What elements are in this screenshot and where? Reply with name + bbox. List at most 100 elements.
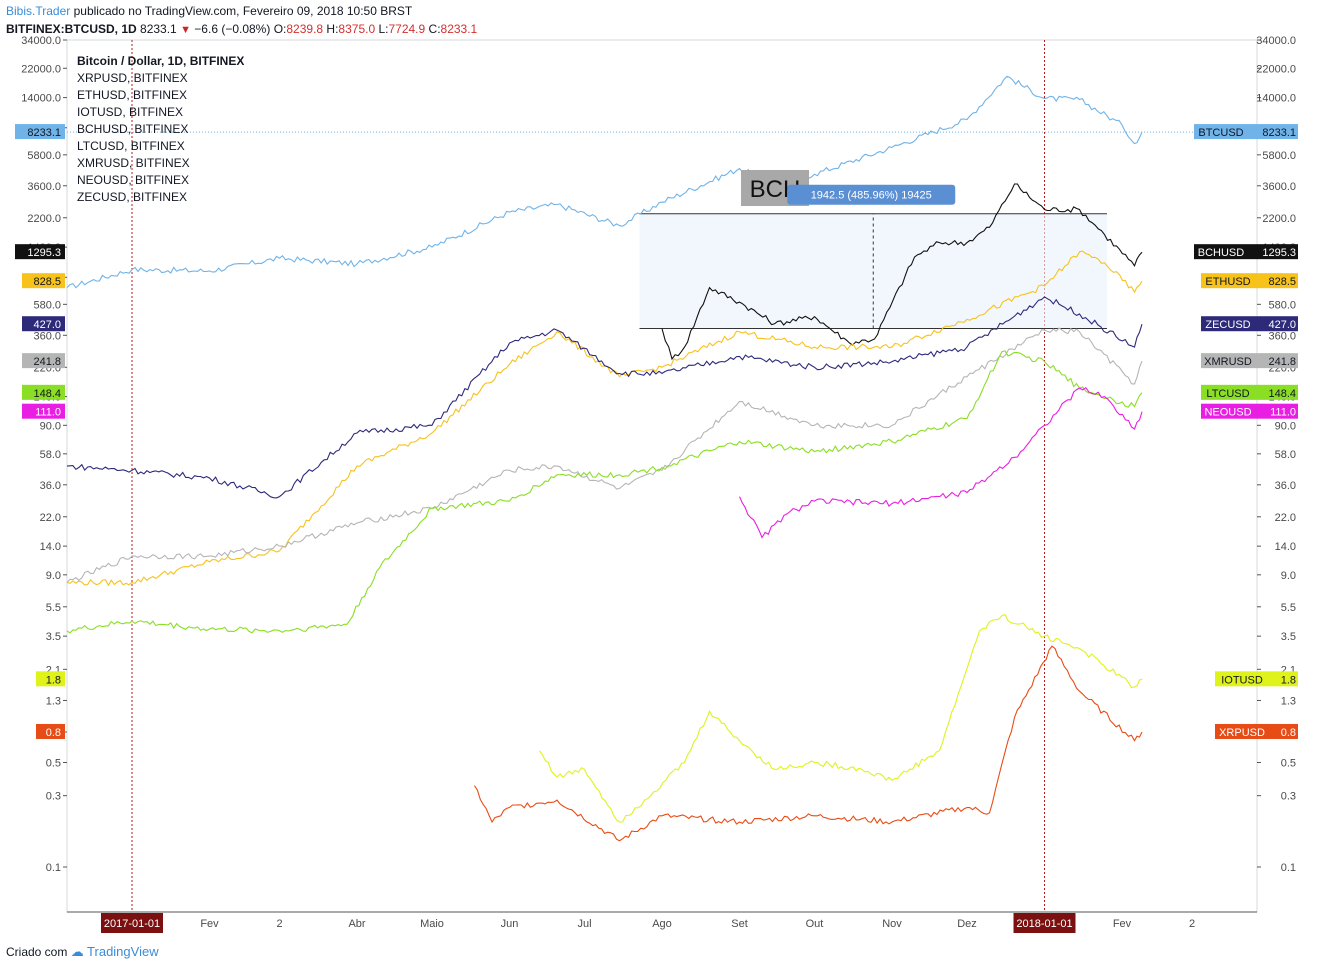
y-tick-label-right: 90.0 bbox=[1275, 420, 1296, 432]
price-label-left bbox=[22, 273, 65, 289]
legend-item-bchusd[interactable]: BCHUSD, BITFINEX bbox=[77, 122, 189, 136]
y-tick-label-right: 0.1 bbox=[1281, 862, 1296, 874]
symbol-header: BITFINEX:BTCUSD, 1D 8233.1 ▼ −6.6 (−0.08… bbox=[6, 22, 477, 36]
price-label-right bbox=[1215, 723, 1298, 739]
created-with: Criado com bbox=[6, 945, 68, 959]
price-label-left-text: 0.8 bbox=[46, 727, 61, 739]
symbol-name: BITFINEX:BTCUSD, 1D bbox=[6, 22, 137, 36]
x-tick-label: Abr bbox=[348, 918, 365, 930]
author-link[interactable]: Bibis.Trader bbox=[6, 4, 71, 18]
series-name-label: XRPUSD bbox=[1219, 727, 1265, 739]
y-tick-label-left: 90.0 bbox=[40, 420, 61, 432]
price-label-left-text: 8233.1 bbox=[27, 127, 61, 139]
legend-item-ethusd[interactable]: ETHUSD, BITFINEX bbox=[77, 88, 188, 102]
price-label-left-text: 1295.3 bbox=[27, 247, 61, 259]
x-tick-label: Ago bbox=[652, 918, 672, 930]
y-tick-label-right: 14.0 bbox=[1275, 541, 1296, 553]
price-chart[interactable]: 34000.0 34000.0 22000.0 22000.0 14000.0 14000… bbox=[0, 0, 1324, 940]
close-label: C: bbox=[428, 22, 441, 36]
series-name-label: XMRUSD bbox=[1204, 356, 1252, 368]
series-line-iotusd[interactable] bbox=[539, 613, 1143, 823]
tradingview-link[interactable]: TradingView bbox=[87, 944, 159, 959]
x-tick-label: Dez bbox=[957, 918, 977, 930]
series-line-ltcusd[interactable] bbox=[66, 350, 1143, 634]
x-tick-label: 2 bbox=[276, 918, 282, 930]
price-label-right-text: 1295.3 bbox=[1262, 247, 1296, 259]
price-label-left-text: 427.0 bbox=[33, 319, 61, 331]
y-tick-label-left: 34000.0 bbox=[21, 35, 61, 47]
series-legend: Bitcoin / Dollar, 1D, BITFINEX XRPUSD, B… bbox=[77, 53, 244, 206]
y-tick-label-left: 0.3 bbox=[46, 791, 61, 803]
price-label-right-text: 0.8 bbox=[1281, 727, 1296, 739]
close-value: 8233.1 bbox=[440, 22, 478, 36]
x-tick-label: 2 bbox=[1189, 918, 1195, 930]
y-tick-label-left: 58.0 bbox=[40, 449, 61, 461]
price-label-right bbox=[1201, 273, 1298, 289]
price-label-right bbox=[1201, 384, 1298, 400]
y-tick-label-right: 360.0 bbox=[1268, 330, 1296, 342]
series-line-bchusd[interactable] bbox=[661, 183, 1143, 361]
y-tick-label-right: 9.0 bbox=[1281, 570, 1296, 582]
series-line-zecusd[interactable] bbox=[66, 296, 1143, 499]
price-change: −6.6 (−0.08%) bbox=[194, 22, 271, 36]
legend-item-neousd[interactable]: NEOUSD, BITFINEX bbox=[77, 173, 190, 187]
series-name-label: ZECUSD bbox=[1205, 319, 1250, 331]
series-line-btcusd[interactable] bbox=[66, 75, 1143, 289]
legend-item-iotusd[interactable]: IOTUSD, BITFINEX bbox=[77, 105, 184, 119]
legend-item-xmrusd[interactable]: XMRUSD, BITFINEX bbox=[77, 156, 190, 170]
series-line-neousd[interactable] bbox=[738, 386, 1143, 539]
y-tick-label-right: 22.0 bbox=[1275, 512, 1296, 524]
y-tick-label-left: 1.3 bbox=[46, 695, 61, 707]
price-label-right-text: 241.8 bbox=[1268, 356, 1296, 368]
price-label-left-text: 1.8 bbox=[46, 674, 61, 686]
price-label-right bbox=[1201, 353, 1298, 369]
publish-header: Bibis.Trader publicado no TradingView.co… bbox=[6, 4, 412, 18]
x-tick-label: 2018-01-01 bbox=[1016, 918, 1072, 930]
measure-badge-text: 1942.5 (485.96%) 19425 bbox=[811, 190, 932, 202]
low-value: 7724.9 bbox=[388, 22, 426, 36]
legend-item-btcusd[interactable]: Bitcoin / Dollar, 1D, BITFINEX bbox=[77, 54, 245, 68]
price-label-left bbox=[15, 244, 65, 260]
x-tick-label: Jun bbox=[501, 918, 519, 930]
x-tick-label: 2017-01-01 bbox=[104, 918, 160, 930]
y-tick-label-right: 5800.0 bbox=[1262, 150, 1296, 162]
plot-frame bbox=[66, 39, 1258, 913]
price-label-right-text: 111.0 bbox=[1270, 407, 1296, 419]
legend-item-ltcusd[interactable]: LTCUSD, BITFINEX bbox=[77, 139, 185, 153]
x-tick-label: Fev bbox=[1113, 918, 1132, 930]
y-tick-label-left: 14000.0 bbox=[21, 93, 61, 105]
y-tick-label-right: 0.3 bbox=[1281, 791, 1296, 803]
y-tick-label-right: 58.0 bbox=[1275, 449, 1296, 461]
open-value: 8239.8 bbox=[286, 22, 324, 36]
low-label: L: bbox=[378, 22, 389, 36]
y-tick-label-left: 580.0 bbox=[33, 299, 61, 311]
series-line-xrpusd[interactable] bbox=[474, 645, 1143, 842]
x-marker-badge bbox=[101, 913, 163, 933]
legend-item-xrpusd[interactable]: XRPUSD, BITFINEX bbox=[77, 71, 188, 85]
series-name-label: BTCUSD bbox=[1198, 127, 1243, 139]
x-tick-label: Jul bbox=[577, 918, 591, 930]
price-label-left bbox=[15, 124, 65, 140]
legend-item-zecusd[interactable]: ZECUSD, BITFINEX bbox=[77, 190, 188, 204]
price-label-left bbox=[36, 671, 65, 687]
y-tick-label-right: 5.5 bbox=[1281, 602, 1296, 614]
price-label-left-text: 241.8 bbox=[33, 356, 61, 368]
y-tick-label-left: 0.5 bbox=[46, 757, 61, 769]
price-label-left bbox=[22, 316, 65, 332]
measure-badge bbox=[787, 184, 956, 205]
y-tick-label-left: 3.5 bbox=[46, 631, 61, 643]
tradingview-logo-icon[interactable]: ☁ bbox=[70, 944, 84, 959]
y-tick-label-left: 360.0 bbox=[33, 330, 61, 342]
price-label-left bbox=[36, 723, 65, 739]
series-line-xmrusd[interactable] bbox=[66, 327, 1143, 583]
footer: Criado com ☁ TradingView bbox=[6, 944, 159, 960]
price-label-left bbox=[22, 384, 65, 400]
y-tick-label-left: 22.0 bbox=[40, 512, 61, 524]
series-name-label: LTCUSD bbox=[1206, 388, 1249, 400]
series-name-label: NEOUSD bbox=[1204, 407, 1251, 419]
y-tick-label-right: 3.5 bbox=[1281, 631, 1296, 643]
price-label-right bbox=[1194, 244, 1298, 260]
y-tick-label-right: 22000.0 bbox=[1256, 63, 1296, 75]
price-label-right-text: 1.8 bbox=[1281, 674, 1296, 686]
series-name-label: ETHUSD bbox=[1205, 276, 1250, 288]
